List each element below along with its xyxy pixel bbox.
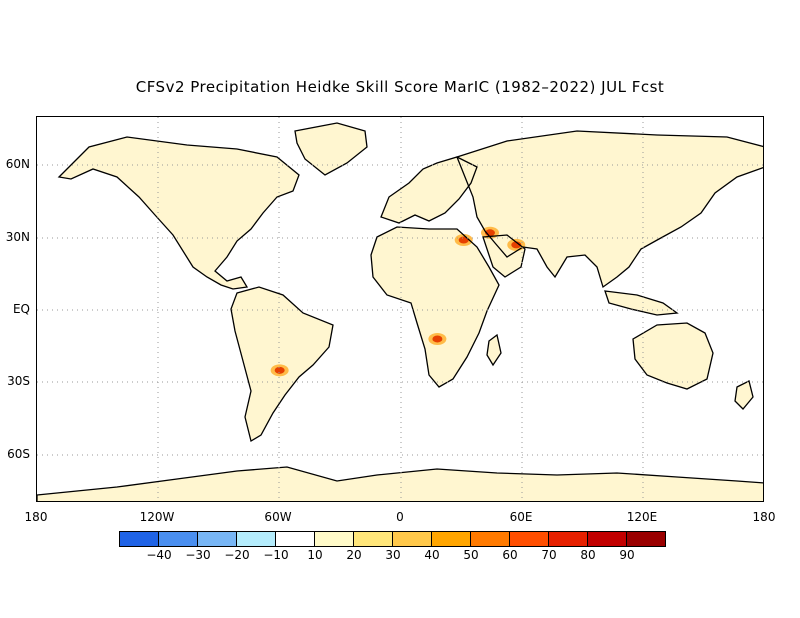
hotspot-core [511,241,522,249]
colorbar-tick-label: 80 [580,548,596,562]
colorbar-tick-label: 30 [385,548,401,562]
colorbar-swatch [431,531,471,547]
lon-label-60e: 60E [509,510,533,524]
lat-label-60n: 60N [5,157,30,171]
colorbar-swatch [392,531,432,547]
colorbar-tick-label: −20 [224,548,250,562]
colorbar-swatch [353,531,393,547]
land-fill [37,123,763,501]
hotspot-layer [270,226,526,377]
lon-label-120e: 120E [626,510,658,524]
lon-label-120w: 120W [139,510,175,524]
colorbar-swatch [509,531,549,547]
colorbar-tick-label: 20 [346,548,362,562]
colorbar-tick-label: 70 [541,548,557,562]
colorbar-swatch [119,531,159,547]
colorbar-swatch [314,531,354,547]
lat-label-30n: 30N [5,230,30,244]
hotspot-core [458,236,469,244]
colorbar-swatch [236,531,276,547]
colorbar-tick-label: 10 [307,548,323,562]
lon-label-0: 0 [396,510,404,524]
world-map [37,117,763,501]
colorbar-swatch [470,531,510,547]
lat-label-30s: 30S [7,374,30,388]
colorbar-swatch [548,531,588,547]
colorbar-swatch [587,531,627,547]
colorbar-tick-label: 90 [619,548,635,562]
map-title: CFSv2 Precipitation Heidke Skill Score M… [135,78,665,96]
hotspot-core [432,335,443,343]
colorbar-swatch [275,531,315,547]
lat-label-60s: 60S [7,447,30,461]
hotspot-core [274,366,285,374]
colorbar-swatch [197,531,237,547]
colorbar-tick-label: 40 [424,548,440,562]
lon-label-180e: 180 [752,510,776,524]
colorbar-tick-label: −40 [146,548,172,562]
colorbar-tick-label: −10 [263,548,289,562]
colorbar-swatch [158,531,198,547]
lon-label-60w: 60W [264,510,292,524]
map-panel [36,116,764,502]
colorbar-swatch [626,531,666,547]
colorbar [119,531,666,547]
colorbar-tick-label: 60 [502,548,518,562]
lat-label-eq: EQ [12,302,30,316]
colorbar-tick-label: −30 [185,548,211,562]
lon-label-180w: 180 [24,510,48,524]
colorbar-tick-label: 50 [463,548,479,562]
